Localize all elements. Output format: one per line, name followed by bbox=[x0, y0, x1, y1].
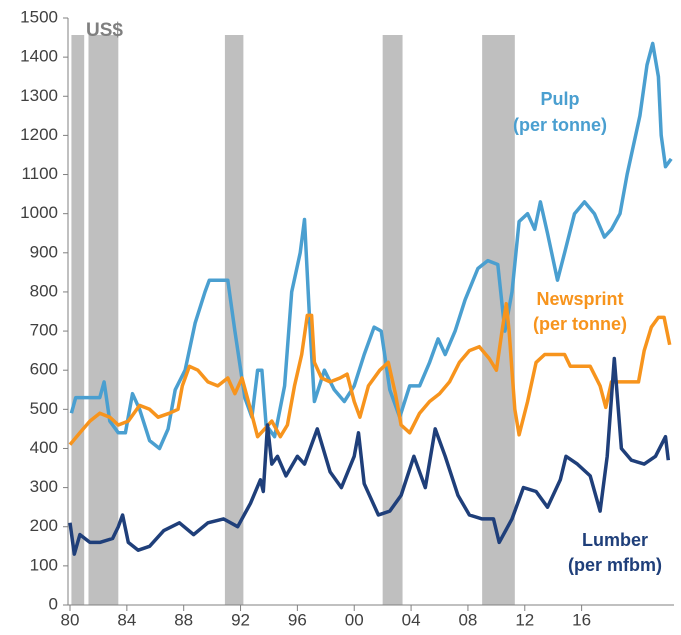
lines bbox=[68, 41, 673, 556]
y-tick-label: 200 bbox=[30, 516, 58, 535]
shaded-periods bbox=[71, 35, 515, 605]
shaded-period bbox=[382, 35, 403, 605]
y-tick-label: 600 bbox=[30, 360, 58, 379]
x-tick-label: 00 bbox=[345, 610, 364, 629]
y-tick-label: 500 bbox=[30, 399, 58, 418]
series-line bbox=[68, 356, 671, 556]
y-tick-label: 100 bbox=[30, 555, 58, 574]
y-tick-label: 700 bbox=[30, 321, 58, 340]
y-tick-label: 0 bbox=[49, 594, 58, 613]
x-tick-label: 96 bbox=[288, 610, 307, 629]
y-axis-label: US$ bbox=[86, 20, 123, 41]
y-tick-label: 800 bbox=[30, 281, 58, 300]
axes: 0100200300400500600700800900100011001200… bbox=[20, 7, 674, 629]
x-tick-label: 92 bbox=[231, 610, 250, 629]
series-unit: (per tonne) bbox=[533, 314, 627, 334]
series-name: Newsprint bbox=[536, 289, 623, 309]
y-tick-label: 300 bbox=[30, 477, 58, 496]
series-line bbox=[68, 301, 672, 446]
x-tick-label: 04 bbox=[402, 610, 421, 629]
y-tick-label: 1300 bbox=[20, 86, 58, 105]
shaded-period bbox=[88, 35, 119, 605]
series-labels: Pulp (per tonne) Newsprint (per tonne) Lumbe… bbox=[513, 89, 662, 575]
y-tick-label: 400 bbox=[30, 438, 58, 457]
x-tick-label: 16 bbox=[572, 610, 591, 629]
y-tick-label: 1100 bbox=[21, 164, 58, 183]
y-tick-label: 1500 bbox=[20, 7, 58, 26]
y-tick-label: 1000 bbox=[20, 203, 58, 222]
series-unit: (per tonne) bbox=[513, 115, 607, 135]
series-name: Pulp bbox=[541, 89, 580, 109]
series-name: Lumber bbox=[582, 530, 648, 550]
y-tick-label: 900 bbox=[30, 242, 58, 261]
series-unit: (per mfbm) bbox=[568, 555, 662, 575]
x-tick-label: 08 bbox=[458, 610, 477, 629]
series-line bbox=[69, 41, 673, 451]
y-tick-label: 1200 bbox=[20, 125, 58, 144]
shaded-period bbox=[71, 35, 85, 605]
y-tick-label: 1400 bbox=[20, 47, 58, 66]
x-tick-label: 88 bbox=[174, 610, 193, 629]
x-tick-label: 80 bbox=[61, 610, 80, 629]
x-tick-label: 84 bbox=[117, 610, 136, 629]
x-tick-label: 12 bbox=[515, 610, 534, 629]
